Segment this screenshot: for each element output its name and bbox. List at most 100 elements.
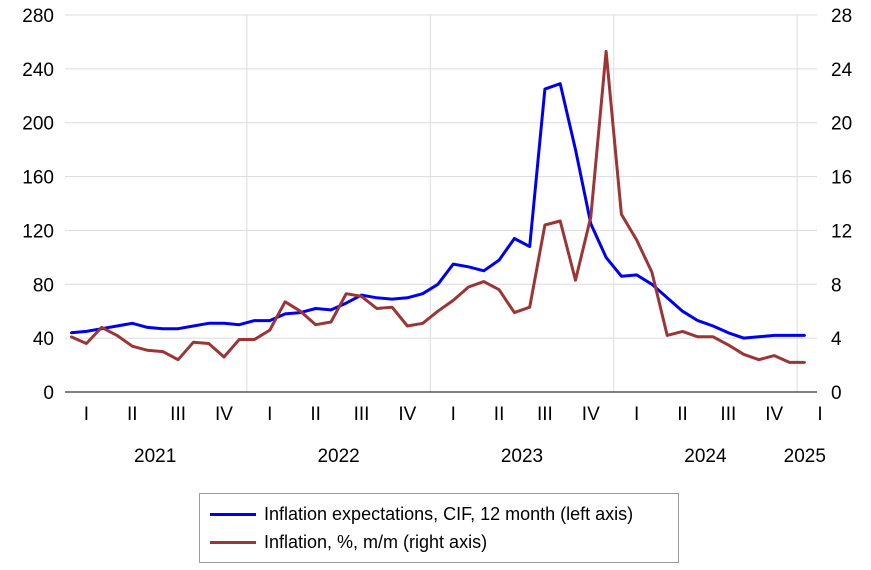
x-year-label: 2024 [684, 446, 727, 467]
point-expectations [207, 322, 210, 325]
point-expectations [161, 327, 164, 330]
point-inflation [773, 354, 776, 357]
point-inflation [329, 320, 333, 324]
point-inflation [299, 310, 302, 313]
point-expectations [176, 327, 180, 330]
point-expectations [773, 334, 776, 337]
legend-label-expectations: Inflation expectations, CIF, 12 month (l… [264, 503, 634, 524]
point-inflation [788, 361, 791, 364]
point-inflation [757, 358, 761, 361]
y-left-tick-label: 40 [33, 329, 54, 350]
x-quarter-label: II [127, 404, 138, 425]
point-inflation [314, 323, 317, 326]
point-expectations [390, 297, 394, 301]
point-expectations [681, 310, 684, 313]
point-expectations [421, 292, 424, 295]
point-expectations [604, 256, 608, 259]
point-inflation [268, 328, 271, 332]
point-expectations [528, 245, 531, 248]
point-inflation [574, 279, 577, 282]
point-inflation [390, 306, 394, 309]
point-expectations [222, 322, 226, 325]
point-expectations [711, 324, 715, 328]
point-expectations [375, 296, 378, 299]
point-expectations [131, 322, 134, 325]
point-inflation [283, 300, 287, 303]
point-inflation [589, 215, 592, 219]
x-quarter-label: I [451, 404, 456, 425]
x-quarter-label: IV [582, 404, 600, 425]
point-inflation [604, 50, 608, 53]
point-expectations [452, 262, 455, 266]
legend-label-inflation: Inflation, %, m/m (right axis) [264, 531, 488, 552]
point-inflation [436, 310, 440, 313]
y-left-tick-label: 240 [22, 60, 54, 81]
legend-item-inflation: Inflation, %, m/m (right axis) [210, 530, 487, 554]
x-year-label: 2022 [317, 446, 359, 467]
y-right-tick-label: 8 [831, 275, 842, 296]
legend: Inflation expectations, CIF, 12 month (l… [199, 493, 679, 563]
x-quarter-label: II [677, 404, 688, 425]
y-left-tick-label: 0 [43, 383, 54, 404]
point-inflation [192, 341, 195, 344]
point-expectations [69, 331, 73, 334]
point-inflation [482, 280, 485, 283]
point-inflation [176, 358, 180, 361]
point-inflation [406, 324, 409, 328]
point-expectations [406, 296, 409, 299]
point-inflation [222, 355, 226, 359]
x-quarter-label: II [494, 404, 505, 425]
point-inflation [85, 342, 88, 345]
point-inflation [452, 299, 455, 302]
point-expectations [238, 323, 241, 326]
y-right-tick-label: 28 [831, 6, 852, 27]
point-expectations [497, 258, 501, 262]
point-expectations [696, 319, 699, 322]
x-year-label: 2023 [501, 446, 543, 467]
x-quarter-label: I [267, 404, 272, 425]
point-inflation [253, 338, 256, 341]
point-inflation [513, 311, 516, 314]
y-left-tick-label: 280 [22, 6, 54, 27]
y-right-tick-label: 12 [831, 221, 852, 242]
y-left-tick-label: 200 [22, 114, 54, 135]
point-inflation [696, 335, 699, 338]
legend-item-expectations: Inflation expectations, CIF, 12 month (l… [210, 502, 633, 526]
x-quarter-label: IV [765, 404, 783, 425]
point-expectations [727, 331, 730, 334]
x-quarter-label: III [354, 404, 370, 425]
point-expectations [329, 308, 333, 312]
point-inflation [238, 338, 241, 341]
point-expectations [788, 334, 791, 337]
point-inflation [467, 285, 470, 289]
point-expectations [574, 148, 577, 151]
point-expectations [742, 336, 745, 340]
y-axis-left: 0 40 80 120 160 200 240 280 [22, 6, 54, 404]
point-expectations [146, 326, 149, 329]
point-expectations [283, 312, 287, 316]
y-right-tick-label: 20 [831, 114, 852, 135]
series-line-inflation [70, 49, 805, 364]
point-expectations [115, 324, 119, 328]
y-left-tick-label: 160 [22, 168, 54, 189]
point-inflation [635, 238, 638, 242]
point-expectations [650, 283, 654, 286]
point-expectations [85, 330, 88, 333]
x-quarter-label: I [817, 404, 822, 425]
point-expectations [314, 307, 317, 310]
point-inflation [711, 335, 715, 338]
legend-swatch-inflation [210, 540, 256, 544]
point-inflation [650, 271, 654, 274]
point-expectations [467, 265, 470, 268]
series-group [69, 49, 806, 364]
y-right-tick-label: 24 [831, 60, 853, 81]
point-inflation [620, 213, 623, 216]
point-inflation [161, 350, 164, 353]
point-inflation [360, 295, 363, 298]
point-expectations [757, 335, 761, 338]
x-quarter-label: IV [398, 404, 416, 425]
x-quarter-label: I [634, 404, 639, 425]
point-expectations [803, 334, 806, 337]
